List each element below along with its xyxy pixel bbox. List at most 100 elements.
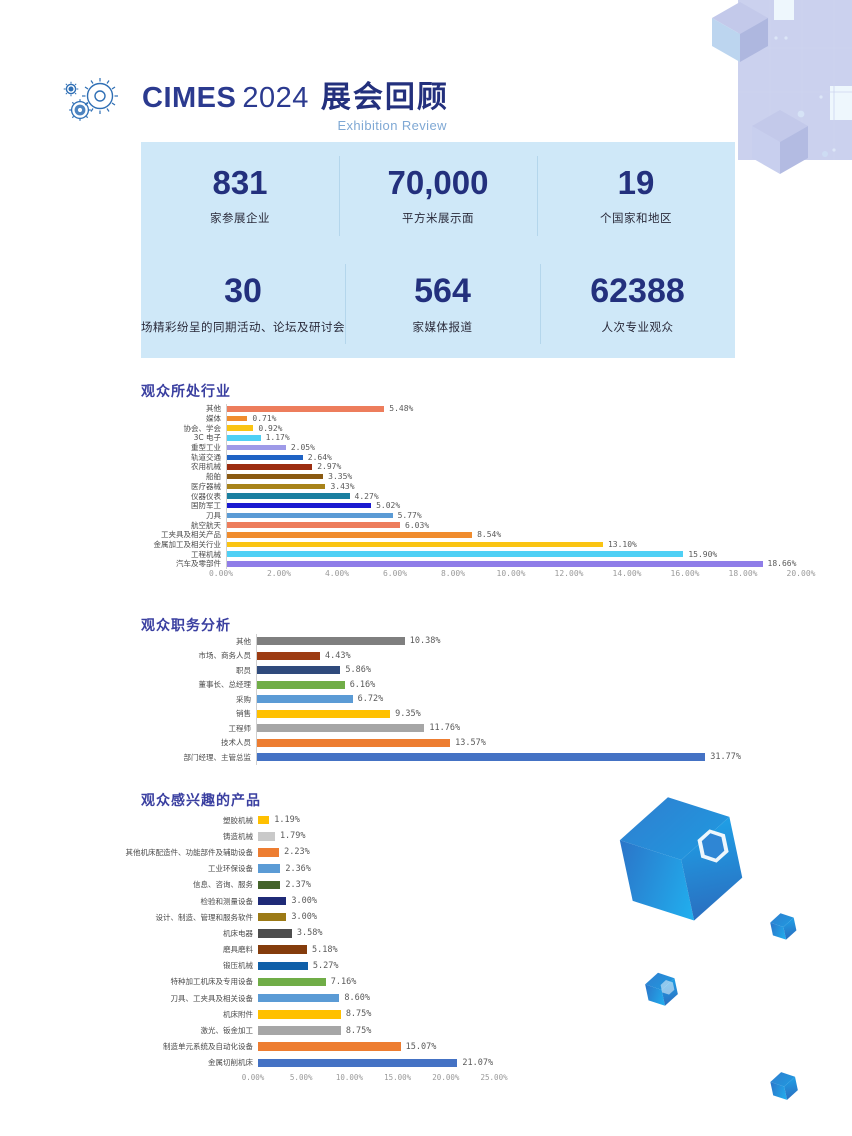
chart-value-label: 1.19% [274,815,300,826]
chart-bar [227,454,303,461]
chart-bar [258,815,270,825]
chart-bar-row: 工业环保设备 2.36% [103,861,523,877]
axis-tick-label: 5.00% [289,1073,313,1082]
stat-label: 场精彩纷呈的同期活动、论坛及研讨会 [141,319,345,334]
chart-category-label: 机床电器 [223,928,253,938]
chart-bar-track: 8.54% [226,529,801,540]
chart-bar-row: 其他机床配造件、功能部件及辅助设备 2.23% [103,844,523,860]
chart-value-label: 4.27% [354,491,379,501]
chart-bar-row: 制造单元系统及自动化设备 15.07% [103,1039,523,1055]
stat-label: 平方米展示面 [402,211,474,225]
chart-value-label: 15.90% [688,549,718,559]
chart-bar-row: 金属切削机床 21.07% [103,1055,523,1071]
chart-bar [258,945,308,954]
stat-card: 831 家参展企业 [141,142,339,250]
stat-card: 19 个国家和地区 [537,142,735,250]
chart-bar [227,561,763,567]
chart-bar [227,493,350,499]
chart-bar [227,532,473,538]
chart-category-label: 仪器仪表 [191,491,221,501]
chart-category-label: 检验和测量设备 [200,896,254,906]
chart-audience-job-title: 其他 10.38% 市场、商务人员 4.43% 职员 5.86% 董事长、总经理 6.16% 采… [141,634,741,765]
chart-bar-track: 5.02% [226,500,801,511]
chart-category-label: 采购 [236,694,251,704]
chart-bar [258,929,292,938]
chart-bar [227,551,684,557]
chart-products-of-interest: 塑胶机械 1.19% 铸造机械 1.79% 其他机床配造件、功能部件及辅助设备 2.23%… [103,812,523,1087]
chart-value-label: 5.77% [397,510,422,520]
chart-bar-row: 铸造机械 1.79% [103,828,523,844]
chart-category-label: 3C 电子 [193,433,221,443]
chart-bar [258,977,326,987]
chart-bar [257,651,321,660]
page-subtitle: Exhibition Review [337,118,447,133]
chart-bar [257,680,345,689]
chart-value-label: 2.05% [290,443,315,453]
section-title-industry: 观众所处行业 [141,384,231,400]
chart-bar-row: 刀具 5.77% [141,510,801,521]
chart-bar-track: 2.64% [226,452,801,463]
chart-category-label: 锻压机械 [223,961,253,971]
chart-bar-row: 医疗器械 3.43% [141,481,801,492]
chart-category-label: 其他机床配造件、功能部件及辅助设备 [125,847,254,857]
chart-bar-row: 仪器仪表 4.27% [141,491,801,501]
chart-value-label: 9.35% [395,708,421,719]
chart-bar-row: 董事长、总经理 6.16% [141,677,741,692]
chart-value-label: 5.86% [345,665,371,676]
axis-tick-label: 6.00% [382,568,408,578]
chart-bar [257,738,451,747]
stats-row-1: 831 家参展企业 70,000 平方米展示面 19 个国家和地区 [141,142,735,250]
stats-row-2: 30 场精彩纷呈的同期活动、论坛及研讨会 564 家媒体报道 62388 人次专… [141,250,735,358]
chart-bar-track: 8.60% [258,990,523,1006]
chart-value-label: 1.79% [279,831,306,842]
chart-x-axis: 0.00% 2.00% 4.00% 6.00% 8.00% 10.00% 12.00% 14.… [141,568,816,583]
chart-bar [258,896,287,906]
chart-bar-row: 塑胶机械 1.19% [103,812,523,828]
stat-number: 831 [212,164,268,201]
chart-bar [258,1026,341,1035]
chart-bar-track: 15.07% [258,1039,523,1055]
chart-bar-row: 信息、咨询、服务 2.37% [103,877,523,893]
chart-bar-row: 机床附件 8.75% [103,1006,523,1022]
chart-bar [257,637,405,646]
stat-number: 30 [224,271,262,310]
chart-value-label: 5.48% [389,404,414,414]
axis-tick-label: 18.00% [728,568,758,578]
chart-category-label: 市场、商务人员 [198,651,252,661]
stat-label: 个国家和地区 [600,211,672,225]
axis-tick-container: 0.00% 5.00% 10.00% 15.00% 20.00% 25.00% [242,1073,523,1087]
chart-category-label: 机床附件 [223,1009,253,1019]
chart-bar-row: 汽车及零部件 18.66% [141,559,801,569]
stat-label: 家媒体报道 [412,319,473,334]
chart-bar-track: 3.00% [258,909,523,925]
axis-tick-label: 20.00% [786,568,816,578]
stat-label: 人次专业观众 [601,319,674,334]
decorative-cubes-bottom [600,786,852,1131]
axis-tick-label: 14.00% [612,568,642,578]
chart-bar-row: 金属加工及相关行业 13.10% [141,539,801,550]
chart-value-label: 15.07% [405,1041,437,1052]
chart-value-label: 8.60% [344,993,370,1004]
chart-category-label: 其他 [236,636,251,646]
chart-category-label: 激光、钣金加工 [200,1026,254,1036]
chart-bar [227,473,324,480]
chart-bar-row: 农用机械 2.97% [141,462,801,472]
chart-bar-track: 6.72% [256,692,741,707]
axis-tick-label: 12.00% [554,568,584,578]
chart-bar [258,864,281,873]
chart-bar-row: 其他 5.48% [141,404,801,414]
chart-bar-row: 特种加工机床及专用设备 7.16% [103,974,523,990]
chart-category-label: 航空航天 [191,520,221,530]
stat-card: 70,000 平方米展示面 [339,142,537,250]
chart-bar-row: 船舶 3.35% [141,471,801,482]
chart-value-label: 3.43% [330,481,355,491]
axis-tick-label: 10.00% [335,1073,363,1082]
chart-bar [258,832,275,841]
chart-bar-track: 10.38% [256,634,741,649]
chart-value-label: 13.10% [607,539,637,549]
chart-bar-track: 6.16% [256,677,741,692]
chart-category-label: 轨道交通 [191,452,221,462]
chart-value-label: 5.27% [312,960,339,971]
chart-value-label: 31.77% [710,752,741,763]
axis-spacer [103,1073,253,1087]
